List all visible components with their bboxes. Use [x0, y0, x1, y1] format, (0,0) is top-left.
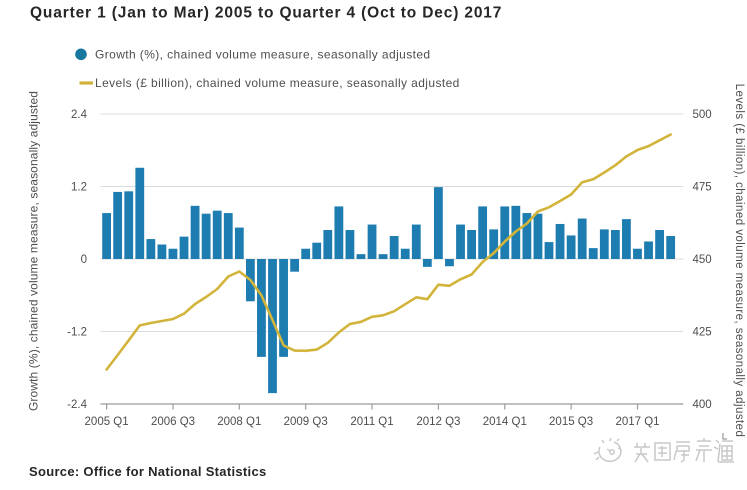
svg-text:Growth (%), chained volume mea: Growth (%), chained volume measure, seas…	[95, 48, 431, 62]
svg-text:2014 Q1: 2014 Q1	[483, 416, 527, 428]
svg-text:Quarter 1 (Jan to Mar) 2005 to: Quarter 1 (Jan to Mar) 2005 to Quarter 4…	[30, 4, 502, 21]
svg-text:2011 Q1: 2011 Q1	[350, 416, 393, 428]
svg-text:2008 Q1: 2008 Q1	[217, 416, 261, 428]
svg-text:475: 475	[693, 181, 712, 193]
svg-text:Levels (£ billion), chained vo: Levels (£ billion), chained volume measu…	[95, 76, 460, 90]
svg-text:450: 450	[693, 254, 712, 266]
svg-text:2005 Q1: 2005 Q1	[85, 416, 129, 428]
svg-text:2015 Q3: 2015 Q3	[549, 416, 593, 428]
svg-text:0: 0	[81, 254, 87, 266]
svg-text:Growth (%), chained volume mea: Growth (%), chained volume measure, seas…	[27, 91, 41, 411]
svg-text:Levels (£ billion), chained vo: Levels (£ billion), chained volume measu…	[733, 84, 745, 438]
svg-text:2017 Q1: 2017 Q1	[615, 416, 659, 428]
svg-text:400: 400	[693, 399, 712, 411]
svg-text:-2.4: -2.4	[67, 399, 87, 411]
svg-text:2006 Q3: 2006 Q3	[151, 416, 195, 428]
svg-text:Source: Office for National St: Source: Office for National Statistics	[29, 464, 267, 479]
svg-text:-1.2: -1.2	[67, 326, 87, 338]
svg-text:1.2: 1.2	[71, 181, 87, 193]
svg-text:500: 500	[693, 109, 712, 121]
svg-text:2012 Q3: 2012 Q3	[416, 416, 460, 428]
svg-text:425: 425	[693, 326, 712, 338]
svg-text:2.4: 2.4	[71, 109, 88, 121]
svg-text:2009 Q3: 2009 Q3	[284, 416, 328, 428]
